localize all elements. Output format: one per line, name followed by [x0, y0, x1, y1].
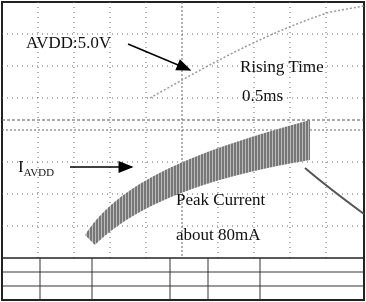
rise-value: 0.5ms [242, 86, 283, 105]
scope-screen: AVDD:5.0V Rising Time 0.5ms IAVDD Peak C… [0, 0, 366, 302]
peak-value: about 80mA [176, 225, 261, 244]
current-label-subscript: AVDD [24, 167, 54, 179]
rise-title: Rising Time [240, 57, 324, 76]
peak-title: Peak Current [176, 190, 266, 209]
voltage-label: AVDD:5.0V [26, 33, 112, 52]
